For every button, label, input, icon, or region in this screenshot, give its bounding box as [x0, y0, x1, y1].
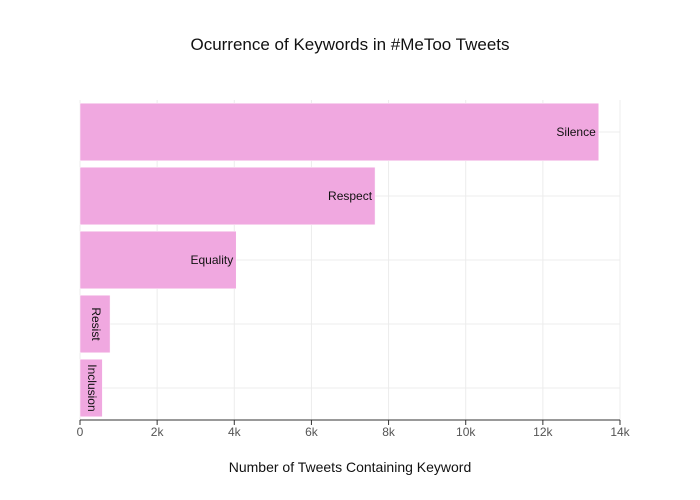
x-tick-label: 2k: [151, 425, 165, 439]
x-tick-label: 12k: [533, 425, 553, 439]
x-tick-label: 10k: [456, 425, 476, 439]
x-axis-title: Number of Tweets Containing Keyword: [229, 459, 472, 475]
chart-title: Ocurrence of Keywords in #MeToo Tweets: [190, 35, 509, 54]
bar-label-silence: Silence: [556, 125, 596, 139]
x-axis: 0 2k 4k 6k 8k 10k 12k 14k: [77, 419, 631, 439]
bar-label-resist: Resist: [89, 307, 103, 341]
bar-resist: [79, 294, 111, 354]
x-tick-label: 0: [77, 425, 84, 439]
bar-inclusion: [79, 358, 103, 418]
bar-equality: [79, 230, 237, 290]
bar-label-respect: Respect: [328, 189, 373, 203]
bar-label-inclusion: Inclusion: [85, 364, 99, 411]
x-tick-label: 6k: [305, 425, 319, 439]
bar-label-equality: Equality: [191, 253, 234, 267]
bar-respect: [79, 166, 376, 226]
x-tick-label: 14k: [610, 425, 630, 439]
bars: Silence Respect Equality Resist Inclusion: [79, 102, 600, 418]
bar-silence: [79, 102, 600, 162]
x-tick-label: 8k: [382, 425, 396, 439]
x-tick-label: 4k: [228, 425, 242, 439]
